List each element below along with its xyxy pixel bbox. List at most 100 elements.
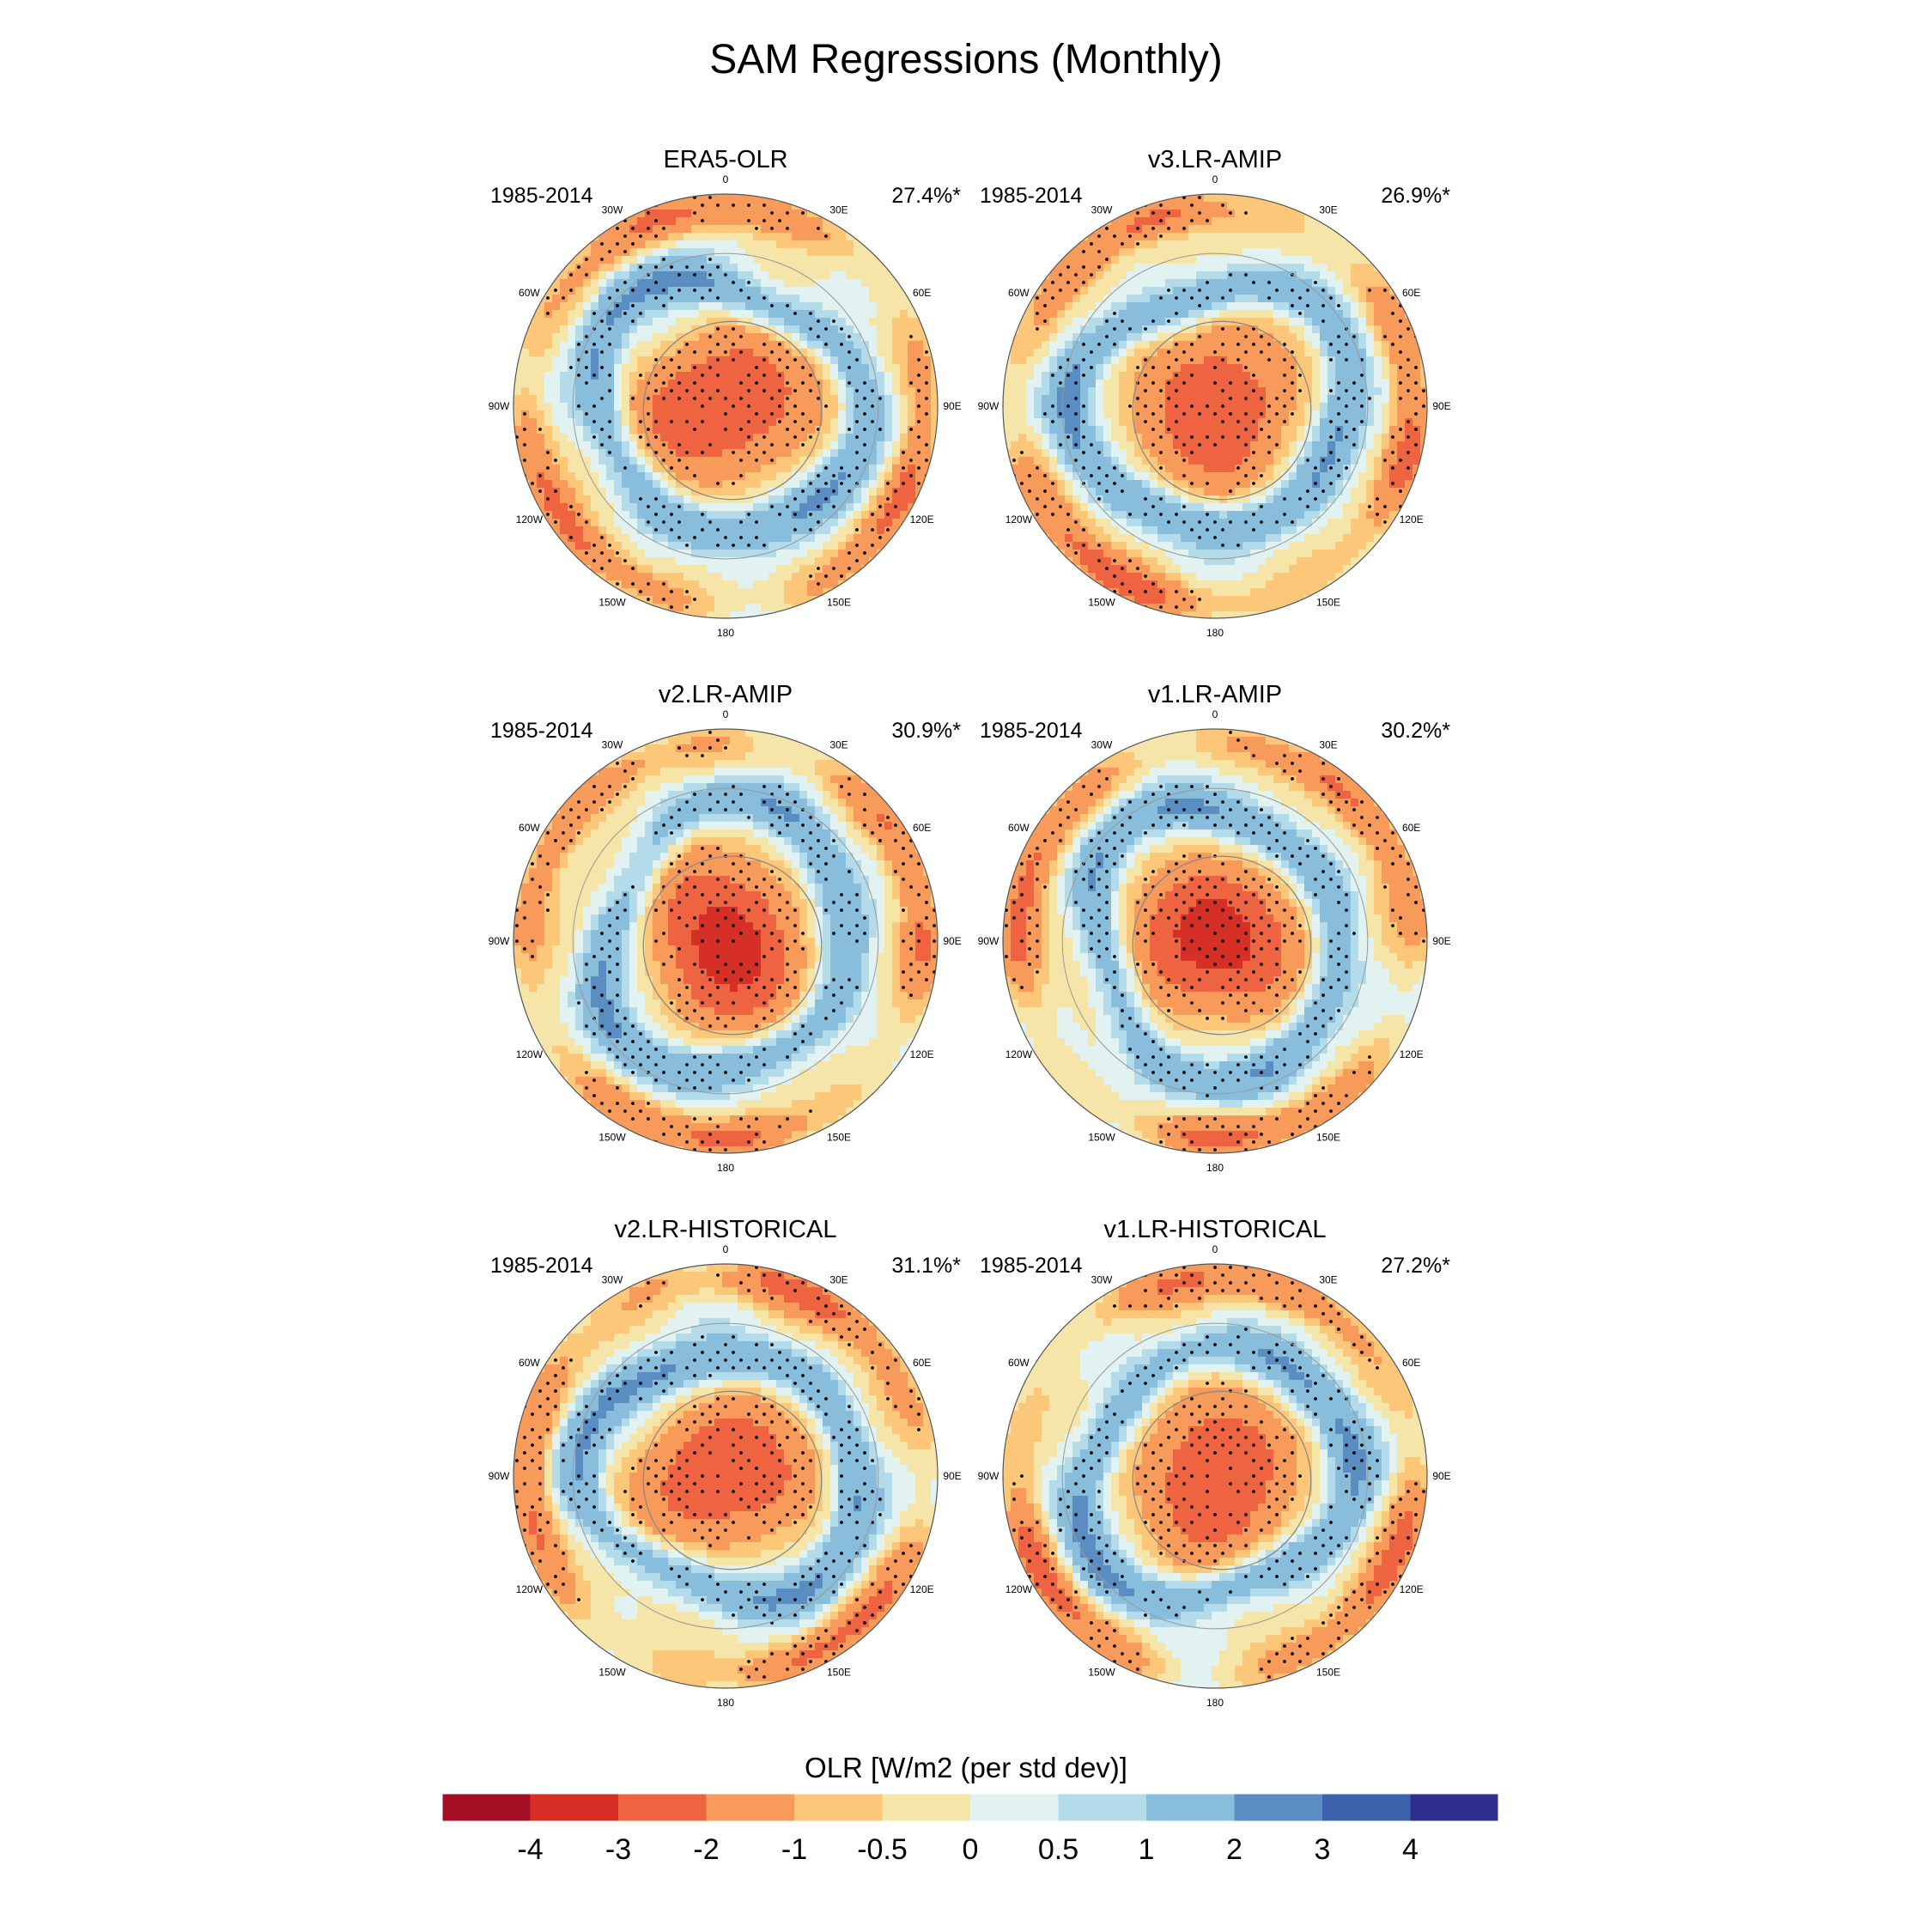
panel-variance-explained: 27.4%* [891, 184, 961, 208]
longitude-label: 0 [723, 173, 729, 185]
olr-field [513, 729, 938, 1153]
longitude-label: 90W [489, 935, 510, 947]
longitude-label: 30E [829, 738, 848, 750]
longitude-label: 30W [1091, 204, 1113, 216]
longitude-label: 60E [913, 1357, 931, 1369]
colorbar-tick-label: -0.5 [857, 1833, 908, 1866]
longitude-label: 150W [598, 1667, 626, 1679]
panel-period: 1985-2014 [490, 1254, 593, 1278]
longitude-label: 90E [1432, 935, 1450, 947]
panel-variance-explained: 26.9%* [1381, 184, 1450, 208]
colorbar-tick-label: 3 [1315, 1833, 1331, 1866]
longitude-label: 30E [1319, 204, 1337, 216]
longitude-label: 120E [910, 1583, 934, 1595]
longitude-label: 150W [598, 1132, 626, 1144]
longitude-label: 120E [910, 1048, 934, 1060]
longitude-label: 0 [723, 708, 729, 720]
longitude-label: 180 [1206, 627, 1224, 639]
panel-title: ERA5-OLR [663, 146, 788, 173]
colorbar-swatch [794, 1794, 883, 1821]
panel-period: 1985-2014 [980, 1254, 1083, 1278]
colorbar-swatch [1058, 1794, 1147, 1821]
map-boundary [513, 193, 939, 619]
panel-period: 1985-2014 [490, 719, 593, 743]
significance-stippling [515, 196, 928, 609]
longitude-label: 180 [717, 1162, 734, 1174]
map-panel: v3.LR-AMIP 1985-2014 26.9%* 0 30E 60E 90E 120E 1… [949, 146, 1481, 639]
panel-title: v2.LR-HISTORICAL [614, 1216, 837, 1243]
longitude-label: 180 [1206, 1697, 1224, 1709]
longitude-label: 120E [1400, 513, 1424, 526]
colorbar-tick-label: 0 [963, 1833, 979, 1866]
map-boundary [513, 728, 939, 1154]
longitude-label: 60E [1402, 822, 1420, 834]
longitude-label: 120W [1005, 513, 1033, 526]
longitude-label: 90W [978, 400, 999, 412]
panel-variance-explained: 30.2%* [1381, 719, 1450, 743]
panel-variance-explained: 31.1%* [891, 1254, 961, 1278]
longitude-label: 60E [1402, 287, 1420, 299]
panel-variance-explained: 27.2%* [1381, 1254, 1450, 1278]
panel-title: v2.LR-AMIP [658, 681, 793, 708]
map-panel: v1.LR-AMIP 1985-2014 30.2%* 0 30E 60E 90E 120E 1… [949, 681, 1481, 1174]
longitude-label: 30E [1319, 738, 1337, 750]
longitude-label: 180 [717, 627, 734, 639]
longitude-label: 60E [913, 822, 931, 834]
colorbar-tick-label: -4 [517, 1833, 543, 1866]
longitude-label: 90W [489, 400, 510, 412]
polar-map: 0 30E 60E 90E 120E 150E 180 150W 120W 90W 60W 30W [489, 708, 962, 1174]
longitude-label: 120W [516, 1583, 544, 1595]
panel-period: 1985-2014 [490, 184, 593, 208]
longitude-label: 60W [519, 287, 540, 299]
longitude-label: 120W [516, 513, 544, 526]
panel-variance-explained: 30.9%* [891, 719, 961, 743]
map-panel: ERA5-OLR 1985-2014 27.4%* 0 30E 60E 90E 120E 150… [459, 146, 992, 639]
longitude-label: 60W [519, 1357, 540, 1369]
longitude-label: 30W [602, 738, 623, 750]
longitude-label: 90E [943, 400, 961, 412]
longitude-label: 90W [978, 1470, 999, 1482]
longitude-label: 30W [1091, 1273, 1113, 1285]
longitude-label: 30W [602, 204, 623, 216]
colorbar-tick-label: -3 [605, 1833, 631, 1866]
panel-period: 1985-2014 [980, 184, 1083, 208]
olr-field [1003, 729, 1427, 1153]
polar-map: 0 30E 60E 90E 120E 150E 180 150W 120W 90W 60W 30W [978, 1243, 1451, 1709]
longitude-label: 60W [1008, 1357, 1030, 1369]
longitude-label: 120W [1005, 1048, 1033, 1060]
olr-field [1003, 1264, 1427, 1688]
polar-map: 0 30E 60E 90E 120E 150E 180 150W 120W 90W 60W 30W [489, 173, 962, 639]
longitude-label: 30W [602, 1273, 623, 1285]
colorbar-title: OLR [W/m2 (per std dev)] [805, 1752, 1127, 1783]
colorbar-swatch [1410, 1794, 1499, 1821]
longitude-label: 30E [829, 1273, 848, 1285]
colorbar-tick-label: -1 [781, 1833, 807, 1866]
longitude-label: 150E [1316, 1132, 1340, 1144]
panel-title: v1.LR-HISTORICAL [1103, 1216, 1327, 1243]
map-boundary [513, 1263, 939, 1689]
longitude-label: 0 [1212, 173, 1218, 185]
colorbar-tick-label: 2 [1226, 1833, 1242, 1866]
longitude-label: 0 [1212, 708, 1218, 720]
colorbar-swatch [618, 1794, 707, 1821]
longitude-label: 120E [1400, 1048, 1424, 1060]
panel-title: v1.LR-AMIP [1147, 681, 1283, 708]
colorbar-tick-label: 4 [1402, 1833, 1419, 1866]
colorbar-swatch [706, 1794, 795, 1821]
colorbar-swatch [970, 1794, 1059, 1821]
olr-field [1003, 194, 1427, 618]
colorbar-tick-label: -2 [693, 1833, 719, 1866]
significance-stippling [515, 731, 936, 1151]
longitude-label: 90W [978, 935, 999, 947]
colorbar-tick-label: 0.5 [1038, 1833, 1078, 1866]
longitude-label: 150E [827, 1132, 851, 1144]
map-boundary [1002, 193, 1428, 619]
olr-field [513, 1264, 938, 1688]
longitude-label: 60W [1008, 822, 1030, 834]
longitude-label: 180 [1206, 1162, 1224, 1174]
longitude-label: 120W [1005, 1583, 1033, 1595]
longitude-label: 150W [1088, 597, 1115, 609]
longitude-label: 150W [1088, 1667, 1115, 1679]
longitude-label: 150W [598, 597, 626, 609]
